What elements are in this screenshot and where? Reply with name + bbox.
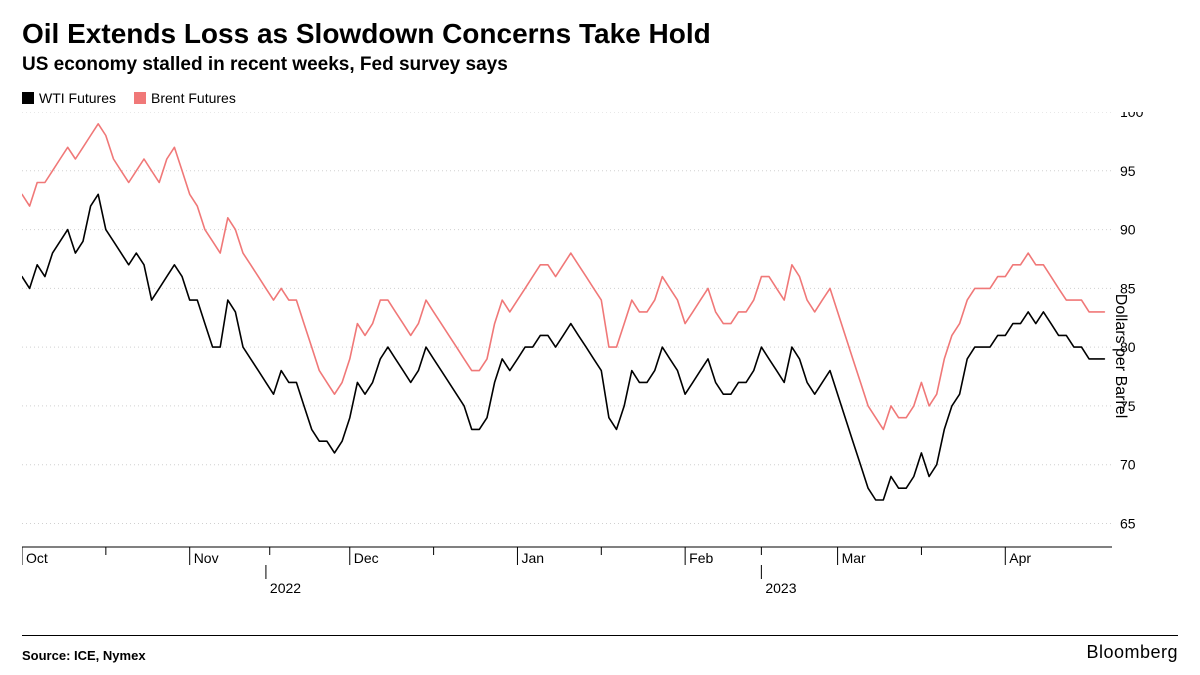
svg-text:2023: 2023 bbox=[765, 580, 796, 595]
footer: Source: ICE, Nymex Bloomberg bbox=[22, 635, 1178, 663]
svg-text:Nov: Nov bbox=[194, 550, 219, 566]
svg-text:95: 95 bbox=[1120, 163, 1136, 179]
svg-text:90: 90 bbox=[1120, 222, 1136, 238]
line-chart: 65707580859095100OctNovDecJanFebMarApr20… bbox=[22, 112, 1172, 595]
svg-text:Apr: Apr bbox=[1009, 550, 1031, 566]
chart-area: 65707580859095100OctNovDecJanFebMarApr20… bbox=[22, 112, 1178, 600]
svg-text:70: 70 bbox=[1120, 457, 1136, 473]
svg-text:2022: 2022 bbox=[270, 580, 301, 595]
svg-text:Mar: Mar bbox=[842, 550, 866, 566]
svg-text:Oct: Oct bbox=[26, 550, 48, 566]
legend-swatch bbox=[134, 92, 146, 104]
svg-text:65: 65 bbox=[1120, 516, 1136, 532]
legend-label: WTI Futures bbox=[39, 90, 116, 106]
legend: WTI Futures Brent Futures bbox=[22, 90, 1178, 106]
legend-label: Brent Futures bbox=[151, 90, 236, 106]
svg-text:Dec: Dec bbox=[354, 550, 379, 566]
source-text: Source: ICE, Nymex bbox=[22, 648, 146, 663]
legend-swatch bbox=[22, 92, 34, 104]
brand-text: Bloomberg bbox=[1086, 642, 1178, 663]
legend-item-brent: Brent Futures bbox=[134, 90, 236, 106]
svg-text:Jan: Jan bbox=[521, 550, 544, 566]
svg-text:Feb: Feb bbox=[689, 550, 713, 566]
y-axis-label: Dollars per Barrel bbox=[1111, 294, 1129, 418]
legend-item-wti: WTI Futures bbox=[22, 90, 116, 106]
svg-text:100: 100 bbox=[1120, 112, 1144, 120]
chart-title: Oil Extends Loss as Slowdown Concerns Ta… bbox=[22, 18, 1178, 50]
chart-subtitle: US economy stalled in recent weeks, Fed … bbox=[22, 54, 1178, 76]
